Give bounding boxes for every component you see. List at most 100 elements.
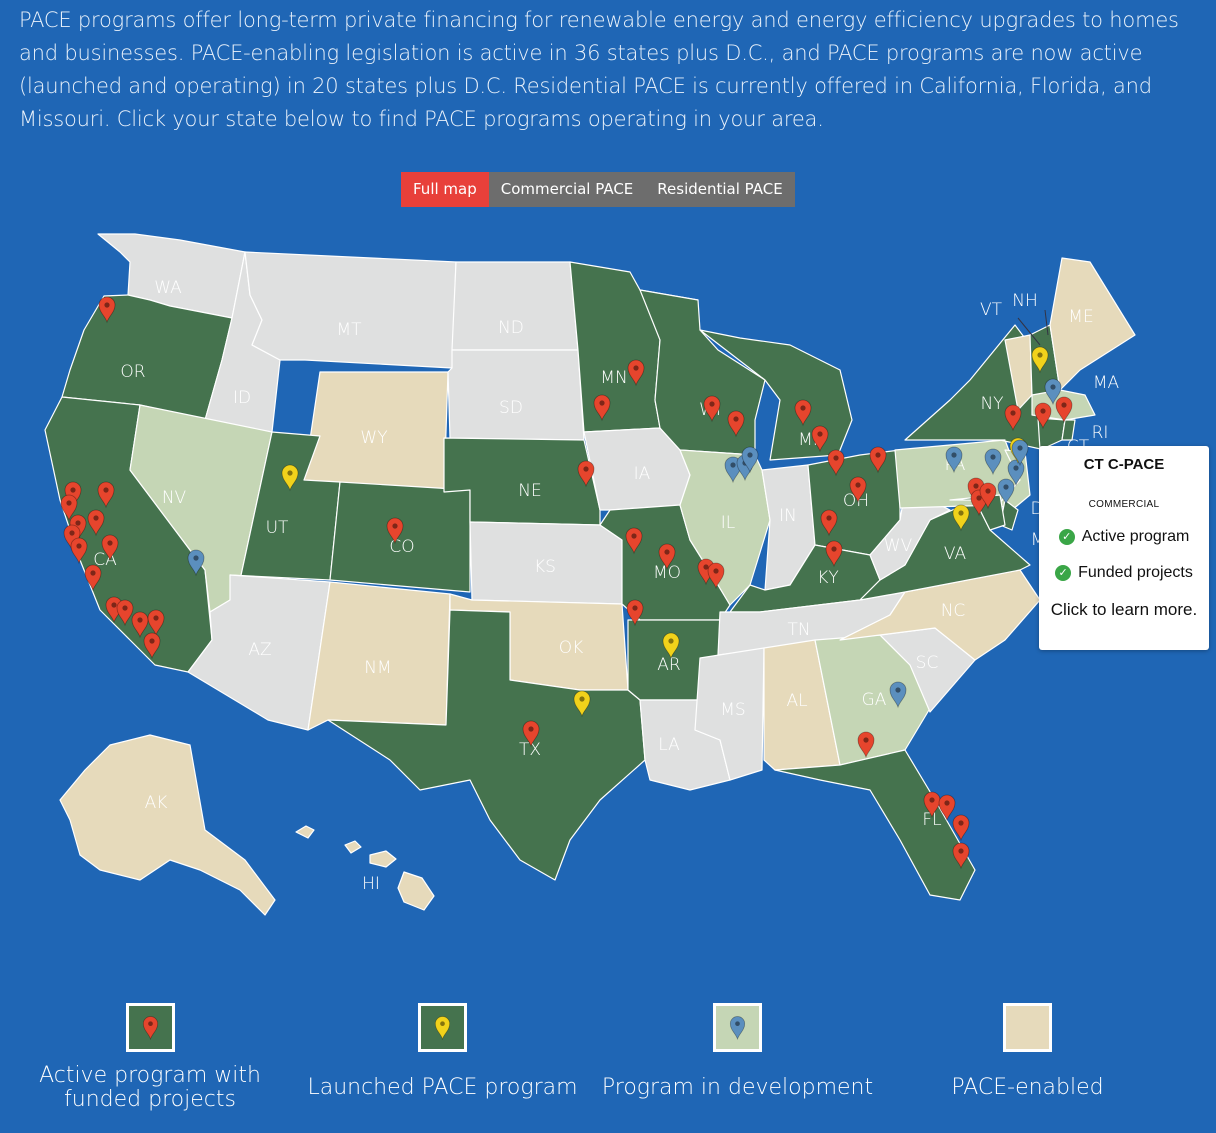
- development-program-pin-icon[interactable]: [945, 446, 963, 474]
- state-sd[interactable]: [447, 349, 585, 441]
- launched-program-pin-icon[interactable]: [281, 464, 299, 492]
- active-program-pin-icon[interactable]: [1055, 396, 1073, 424]
- state-mt[interactable]: [244, 251, 457, 369]
- active-program-pin-icon[interactable]: [794, 399, 812, 427]
- launched-program-pin-icon[interactable]: [1031, 346, 1049, 374]
- development-program-pin-icon[interactable]: [997, 478, 1015, 506]
- development-program-pin-icon[interactable]: [1011, 439, 1029, 467]
- active-program-pin-icon[interactable]: [70, 537, 88, 565]
- state-label-ia: IA: [634, 464, 651, 484]
- state-ak[interactable]: [59, 734, 276, 916]
- state-label-wa: WA: [154, 278, 182, 298]
- state-label-az: AZ: [248, 640, 271, 660]
- state-ri[interactable]: [1061, 419, 1076, 441]
- state-fl[interactable]: [774, 749, 976, 901]
- legend-active-funded: Active program with funded projects: [30, 1003, 270, 1112]
- active-program-pin-icon[interactable]: [147, 609, 165, 637]
- active-program-pin-icon[interactable]: [727, 410, 745, 438]
- tooltip-subtitle: COMMERCIAL: [1088, 499, 1160, 510]
- state-label-fl: FL: [922, 810, 941, 830]
- state-label-ak: AK: [145, 793, 168, 813]
- legend-launched: Launched PACE program: [300, 1003, 585, 1100]
- development-program-pin-icon[interactable]: [187, 549, 205, 577]
- launched-program-pin-icon[interactable]: [952, 504, 970, 532]
- state-label-ga: GA: [862, 690, 887, 710]
- active-program-pin-icon[interactable]: [825, 540, 843, 568]
- state-label-mo: MO: [653, 563, 681, 583]
- active-program-pin-icon[interactable]: [87, 509, 105, 537]
- launched-program-pin-icon[interactable]: [573, 690, 591, 718]
- active-program-pin-icon[interactable]: [84, 564, 102, 592]
- state-label-il: IL: [721, 513, 736, 533]
- state-label-hi: HI: [362, 874, 380, 894]
- development-program-pin-icon[interactable]: [889, 681, 907, 709]
- state-tx[interactable]: [327, 609, 646, 881]
- active-program-pin-icon[interactable]: [923, 791, 941, 819]
- active-program-pin-icon[interactable]: [116, 599, 134, 627]
- state-nc[interactable]: [839, 569, 1041, 661]
- development-program-pin-icon[interactable]: [984, 448, 1002, 476]
- launched-program-pin-icon[interactable]: [662, 632, 680, 660]
- active-program-pin-icon[interactable]: [707, 562, 725, 590]
- active-program-pin-icon[interactable]: [938, 794, 956, 822]
- tab-commercial-pace[interactable]: Commercial PACE: [488, 172, 646, 207]
- active-program-pin-icon[interactable]: [98, 296, 116, 324]
- active-program-pin-icon[interactable]: [827, 449, 845, 477]
- state-label-nh: NH: [1012, 291, 1038, 311]
- active-program-pin-icon[interactable]: [1004, 404, 1022, 432]
- state-label-mt: MT: [336, 320, 362, 340]
- active-program-pin-icon[interactable]: [857, 731, 875, 759]
- active-program-pin-icon[interactable]: [522, 720, 540, 748]
- state-il[interactable]: [679, 449, 771, 606]
- development-program-pin-icon[interactable]: [1044, 378, 1062, 406]
- state-label-wy: WY: [360, 428, 387, 448]
- active-program-pin-icon[interactable]: [593, 394, 611, 422]
- launched-program-pin-icon[interactable]: [434, 1016, 451, 1041]
- state-wv[interactable]: [869, 489, 951, 581]
- development-program-pin-icon[interactable]: [741, 446, 759, 474]
- active-program-pin-icon[interactable]: [849, 476, 867, 504]
- tab-residential-pace[interactable]: Residential PACE: [645, 172, 795, 207]
- active-program-pin-icon[interactable]: [626, 599, 644, 627]
- state-tooltip[interactable]: CT C-PACE COMMERCIAL ✓ Active program ✓ …: [1039, 446, 1209, 650]
- development-program-pin-icon[interactable]: [724, 456, 742, 484]
- state-label-co: CO: [389, 537, 414, 557]
- active-program-pin-icon[interactable]: [952, 842, 970, 870]
- state-label-la: LA: [658, 735, 680, 755]
- legend-swatch: [713, 1003, 762, 1052]
- active-program-pin-icon[interactable]: [869, 446, 887, 474]
- state-co[interactable]: [329, 481, 471, 593]
- state-label-or: OR: [120, 362, 145, 382]
- active-program-pin-icon[interactable]: [658, 543, 676, 571]
- active-program-pin-icon[interactable]: [952, 814, 970, 842]
- state-nm[interactable]: [307, 581, 451, 731]
- active-program-pin-icon[interactable]: [142, 1016, 158, 1041]
- development-program-pin-icon[interactable]: [729, 1016, 746, 1041]
- active-program-pin-icon[interactable]: [811, 425, 829, 453]
- learn-more-link[interactable]: Click to learn more.: [1050, 600, 1198, 619]
- state-label-ri: RI: [1092, 423, 1109, 443]
- state-label-ks: KS: [534, 557, 556, 577]
- active-program-pin-icon[interactable]: [386, 517, 404, 545]
- active-program-pin-icon[interactable]: [101, 534, 119, 562]
- active-program-pin-icon[interactable]: [97, 481, 115, 509]
- state-mi[interactable]: [699, 329, 853, 461]
- active-program-pin-icon[interactable]: [979, 482, 997, 510]
- active-program-pin-icon[interactable]: [625, 527, 643, 555]
- active-program-pin-icon[interactable]: [703, 395, 721, 423]
- state-label-tx: TX: [519, 740, 541, 760]
- state-label-vt: VT: [980, 300, 1003, 320]
- active-program-pin-icon[interactable]: [131, 611, 149, 639]
- state-label-nc: NC: [941, 601, 966, 621]
- tab-full-map[interactable]: Full map: [401, 172, 489, 207]
- state-hi[interactable]: [295, 825, 435, 911]
- active-program-pin-icon[interactable]: [820, 509, 838, 537]
- active-program-pin-icon[interactable]: [143, 632, 161, 660]
- active-program-pin-icon[interactable]: [627, 359, 645, 387]
- active-program-pin-icon[interactable]: [1034, 402, 1052, 430]
- tooltip-title: CT C-PACE: [1083, 456, 1165, 473]
- development-program-pin-icon[interactable]: [1007, 459, 1025, 487]
- active-program-pin-icon[interactable]: [577, 460, 595, 488]
- active-program-pin-icon[interactable]: [60, 494, 78, 522]
- legend-development: Program in development: [600, 1003, 875, 1100]
